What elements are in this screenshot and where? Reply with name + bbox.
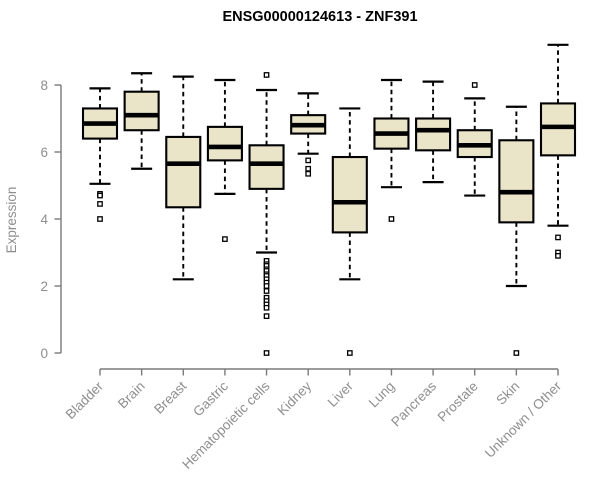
outlier-point [222,236,228,242]
outlier-point [97,201,103,207]
y-tick-label-2: 2 [40,279,48,294]
outlier-point [555,234,561,241]
outlier-point [97,192,103,199]
boxplot-brain [123,72,160,170]
x-tick-label-prostate: Prostate [435,379,481,425]
x-tick-label-unknown-other: Unknown / Other [482,378,565,461]
outlier-point [305,170,312,177]
x-tick-label-gastric: Gastric [190,378,231,419]
chart-title: ENSG00000124613 - ZNF391 [222,9,417,25]
iqr-box [248,144,285,190]
boxplot-skin [498,105,535,356]
boxplot-hematopoietic-cells [248,72,285,356]
x-tick-label-skin: Skin [493,379,522,408]
outlier-point [263,72,270,78]
y-tick-label-6: 6 [40,145,48,160]
boxplot-gastric [206,78,243,242]
boxplot-series [81,43,577,356]
y-tick-label-0: 0 [40,346,48,361]
iqr-box [123,90,160,132]
outlier-point [555,252,561,259]
iqr-box [498,139,535,224]
iqr-box [206,125,243,162]
iqr-box [415,117,452,152]
outlier-point [263,304,270,311]
x-tick-label-liver: Liver [325,378,357,410]
outlier-point [471,82,478,88]
y-axis: 0 2 4 6 8 [40,78,62,361]
x-tick-label-breast: Breast [151,378,189,416]
x-tick-label-bladder: Bladder [63,378,107,422]
outlier-point [263,288,270,294]
outlier-point [346,350,353,356]
boxplot-lung [373,78,410,222]
iqr-box [165,135,202,209]
boxplot-unknown-other [539,43,577,259]
y-tick-label-4: 4 [40,212,48,227]
outlier-point [305,157,312,164]
outlier-point [305,165,312,172]
boxplot-pancreas [415,80,452,184]
outlier-point [263,283,270,289]
y-tick-label-8: 8 [40,78,48,93]
boxplot-bladder [81,87,119,222]
outlier-point [513,350,520,356]
y-axis-label: Expression [4,187,19,254]
boxplot-prostate [456,82,493,197]
outlier-point [97,216,103,222]
iqr-box [539,102,577,157]
boxplot-breast [165,75,202,281]
x-tick-label-kidney: Kidney [275,378,315,418]
outlier-point [263,350,270,356]
boxplot-liver [331,107,368,356]
boxplot-kidney [290,92,327,177]
x-tick-label-brain: Brain [115,379,148,412]
x-tick-label-lung: Lung [366,379,398,411]
outlier-point [263,313,270,320]
iqr-box [331,155,368,234]
outlier-point [388,216,395,222]
x-tick-label-pancreas: Pancreas [388,378,439,429]
